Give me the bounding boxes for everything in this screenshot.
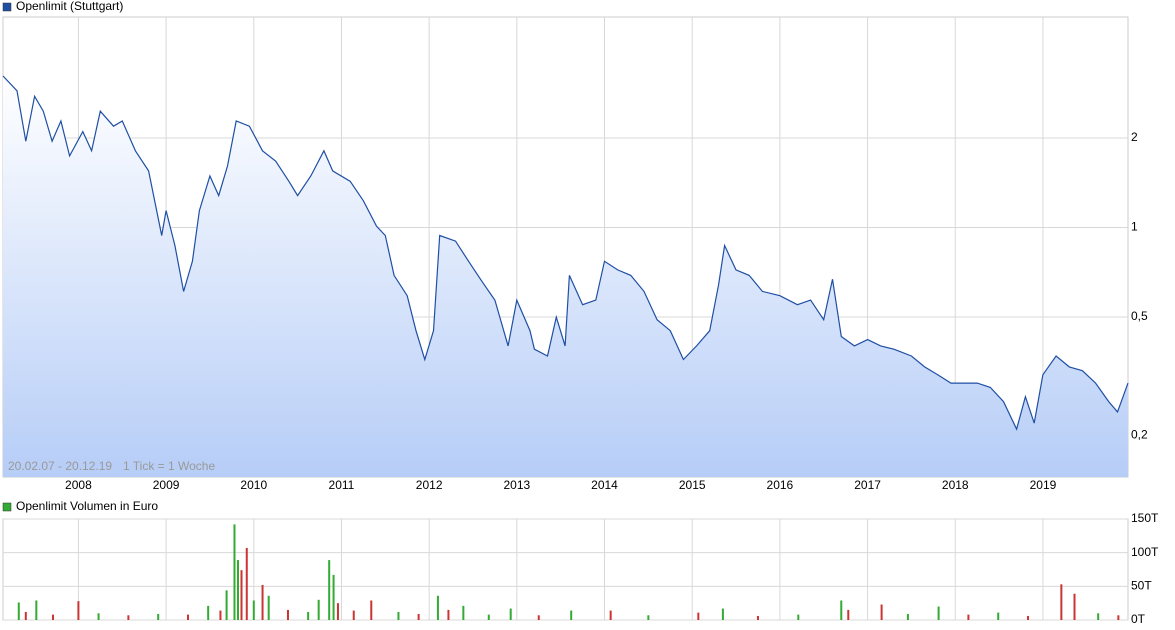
volume-bar — [462, 605, 465, 620]
y-tick-label: 0,5 — [1131, 309, 1148, 323]
volume-bar — [97, 613, 100, 620]
volume-bar — [967, 614, 970, 620]
price-line — [2, 75, 1129, 431]
volume-bar — [332, 574, 335, 620]
volume-bar — [240, 570, 243, 620]
volume-bar — [352, 610, 355, 620]
volume-bar — [261, 584, 264, 620]
volume-bar — [336, 603, 339, 620]
y-tick-label: 0,2 — [1131, 428, 1148, 442]
volume-bar — [127, 615, 130, 620]
volume-bar — [609, 610, 612, 620]
x-tick-label: 2009 — [153, 478, 180, 492]
date-range: 20.02.07 - 20.12.19 — [8, 459, 112, 473]
volume-bar — [756, 615, 759, 620]
y-tick-label: 150T — [1131, 511, 1159, 525]
volume-bar — [307, 611, 310, 620]
volume-bar — [537, 615, 540, 620]
volume-bar — [157, 613, 160, 620]
tick-note: 1 Tick = 1 Woche — [123, 459, 215, 473]
volume-bar — [697, 612, 700, 620]
volume-bar — [937, 606, 940, 620]
volume-bar — [487, 614, 490, 620]
y-tick-label: 0T — [1131, 612, 1146, 626]
legend-label: Openlimit (Stuttgart) — [16, 0, 123, 13]
volume-bar — [436, 595, 439, 620]
volume-bar — [236, 560, 239, 620]
x-tick-label: 2015 — [679, 478, 706, 492]
x-tick-label: 2014 — [591, 478, 618, 492]
y-tick-label: 1 — [1131, 220, 1138, 234]
volume-bar — [906, 613, 909, 620]
plot-area — [2, 518, 1129, 621]
volume-bar — [447, 609, 450, 620]
volume-bar — [1027, 615, 1030, 620]
volume-bar — [77, 601, 80, 620]
volume-bar — [51, 614, 54, 620]
volume-bar — [35, 600, 38, 620]
volume-bar — [207, 605, 210, 620]
x-tick-label: 2018 — [942, 478, 969, 492]
volume-bar — [1073, 593, 1076, 620]
volume-bar — [847, 609, 850, 620]
y-tick-label: 2 — [1131, 130, 1138, 144]
volume-bar — [1060, 584, 1063, 620]
x-tick-label: 2013 — [503, 478, 530, 492]
volume-bar — [417, 613, 420, 620]
x-tick-label: 2016 — [767, 478, 794, 492]
x-tick-label: 2008 — [65, 478, 92, 492]
volume-bar — [187, 614, 190, 620]
volume-bar — [219, 610, 222, 620]
volume-bar — [509, 608, 512, 620]
volume-bar — [17, 602, 20, 620]
y-tick-label: 50T — [1131, 579, 1152, 593]
legend-swatch — [2, 2, 12, 12]
volume-bar — [840, 600, 843, 620]
x-tick-label: 2010 — [240, 478, 267, 492]
volume-bar — [317, 599, 320, 620]
volume-bar — [245, 547, 248, 620]
volume-bar — [647, 615, 650, 620]
y-tick-label: 100T — [1131, 545, 1159, 559]
x-tick-label: 2012 — [416, 478, 443, 492]
volume-bar — [721, 608, 724, 620]
x-tick-label: 2017 — [854, 478, 881, 492]
volume-bar — [797, 614, 800, 620]
volume-bar — [370, 600, 373, 620]
volume-bar — [24, 611, 27, 620]
volume-bar — [1117, 615, 1120, 620]
legend-swatch — [2, 502, 12, 512]
volume-bar — [225, 590, 228, 620]
volume-bar — [252, 600, 255, 620]
volume-bar — [267, 595, 270, 620]
x-tick-label: 2011 — [329, 478, 355, 492]
x-tick-label: 2019 — [1030, 478, 1057, 492]
volume-bar — [328, 560, 331, 620]
volume-bar — [233, 524, 236, 620]
volume-bar — [286, 609, 289, 620]
legend-label: Openlimit Volumen in Euro — [16, 499, 158, 513]
volume-bar — [1097, 613, 1100, 620]
volume-bar — [397, 611, 400, 620]
volume-bar — [997, 612, 1000, 620]
volume-bar — [570, 610, 573, 620]
area — [3, 76, 1128, 477]
volume-bar — [880, 604, 883, 620]
